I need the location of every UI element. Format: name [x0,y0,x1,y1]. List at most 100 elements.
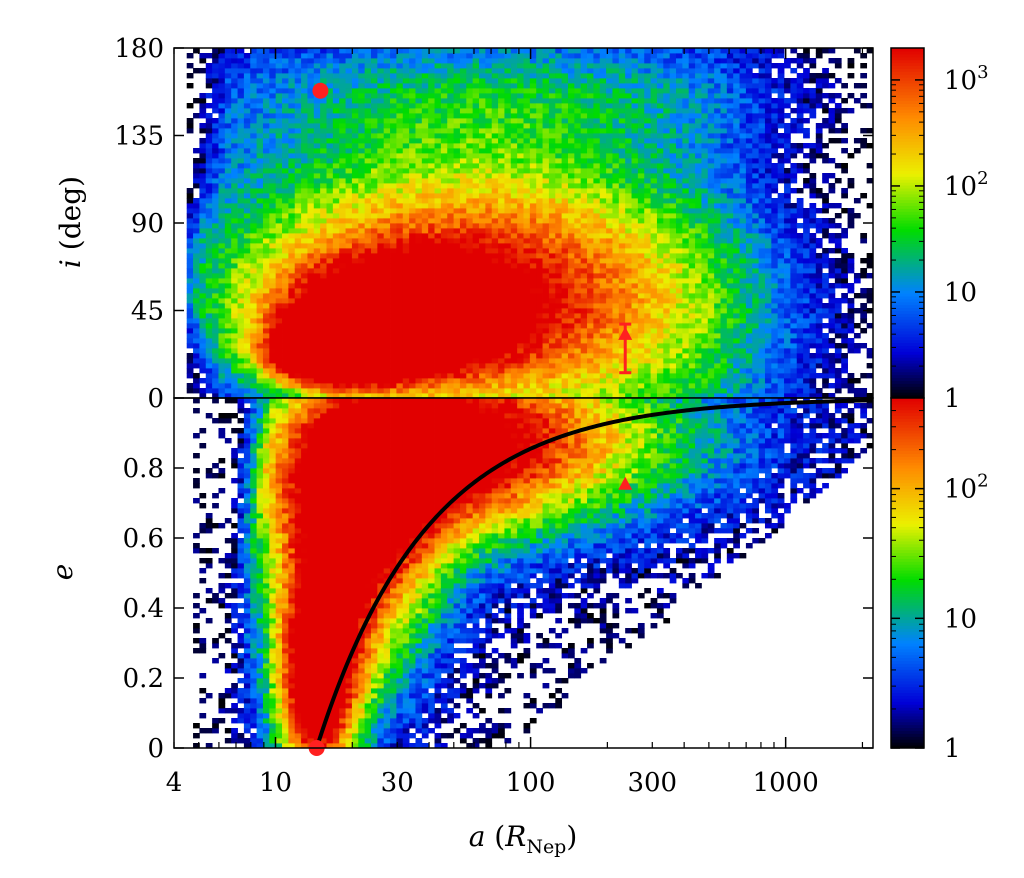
heatmap-cell [193,388,200,394]
heatmap-cell [320,373,327,379]
heatmap-cell [561,98,569,104]
heatmap-cell [288,208,296,214]
heatmap-cell [383,53,391,59]
heatmap-cell [256,338,264,344]
heatmap-cell [301,343,308,349]
heatmap-cell [243,333,251,339]
heatmap-cell [612,303,620,309]
heatmap-cell [396,128,404,134]
heatmap-cell [383,208,391,214]
heatmap-cell [606,53,613,59]
heatmap-cell [428,193,435,199]
heatmap-cell [479,358,486,364]
heatmap-cell [555,128,563,134]
heatmap-cell [269,103,277,109]
heatmap-cell [250,378,257,384]
heatmap-cell [186,238,194,244]
heatmap-cell [301,353,308,359]
heatmap-cell [472,333,480,339]
heatmap-cell [339,138,346,144]
heatmap-cell [269,318,277,324]
heatmap-cell [307,178,315,184]
heatmap-cell [224,198,232,204]
heatmap-cell [256,163,264,169]
heatmap-cell [390,83,397,89]
heatmap-cell [567,233,575,239]
heatmap-cell [580,228,588,234]
heatmap-cell [447,238,454,244]
heatmap-cell [313,353,321,359]
heatmap-cell [561,308,569,314]
heatmap-cell [332,213,340,219]
heatmap-cell [510,48,518,54]
heatmap-cell [205,223,213,229]
heatmap-cell [237,388,245,394]
heatmap-cell [453,123,461,129]
heatmap-cell [326,378,334,384]
heatmap-cell [415,248,423,254]
heatmap-cell [447,243,454,249]
heatmap-cell [402,48,410,54]
heatmap-cell [447,328,454,334]
heatmap-cell [510,338,518,344]
heatmap-cell [580,118,588,124]
heatmap-cell [606,373,613,379]
heatmap-cell [485,53,493,59]
heatmap-cell [504,213,512,219]
heatmap-cell [555,113,563,119]
heatmap-cell [288,283,296,289]
heatmap-cell [370,213,378,219]
heatmap-cell [536,178,543,184]
heatmap-cell [542,338,550,344]
heatmap-cell [339,353,346,359]
heatmap-cell [459,313,467,319]
heatmap-cell [282,318,289,324]
heatmap-cell [428,353,435,359]
heatmap-cell [250,123,257,129]
heatmap-cell [434,148,442,154]
heatmap-cell [459,98,467,104]
heatmap-cell [574,88,582,94]
heatmap-cell [491,308,499,314]
heatmap-cell [580,208,588,214]
heatmap-cell [415,293,423,299]
heatmap-cell [606,203,613,209]
heatmap-cell [269,273,277,279]
heatmap-cell [567,338,575,344]
heatmap-cell [498,198,505,204]
heatmap-cell [440,63,448,69]
heatmap-cell [345,168,353,174]
heatmap-cell [212,323,219,329]
heatmap-cell [218,128,226,134]
heatmap-cell [567,178,575,184]
heatmap-cell [466,248,474,254]
heatmap-cell [269,343,277,349]
heatmap-cell [529,128,537,134]
heatmap-cell [383,123,391,129]
heatmap-cell [421,223,429,229]
heatmap-cell [396,193,404,199]
heatmap-cell [548,108,556,114]
heatmap-cell [320,193,327,199]
heatmap-cell [517,368,524,374]
heatmap-cell [282,73,289,79]
heatmap-cell [390,153,397,159]
heatmap-cell [529,218,537,224]
heatmap-cell [396,228,404,234]
heatmap-cell [193,308,200,314]
heatmap-cell [294,128,302,134]
heatmap-cell [370,168,378,174]
heatmap-cell [587,223,594,229]
heatmap-cell [504,223,512,229]
heatmap-cell [256,123,264,129]
heatmap-cell [396,243,404,249]
heatmap-cell [396,278,404,284]
heatmap-cell [237,278,245,284]
heatmap-cell [517,288,524,294]
heatmap-cell [523,153,531,159]
heatmap-cell [517,108,524,114]
heatmap-cell [618,263,626,269]
heatmap-cell [243,88,251,94]
heatmap-cell [453,343,461,349]
heatmap-cell [313,153,321,159]
